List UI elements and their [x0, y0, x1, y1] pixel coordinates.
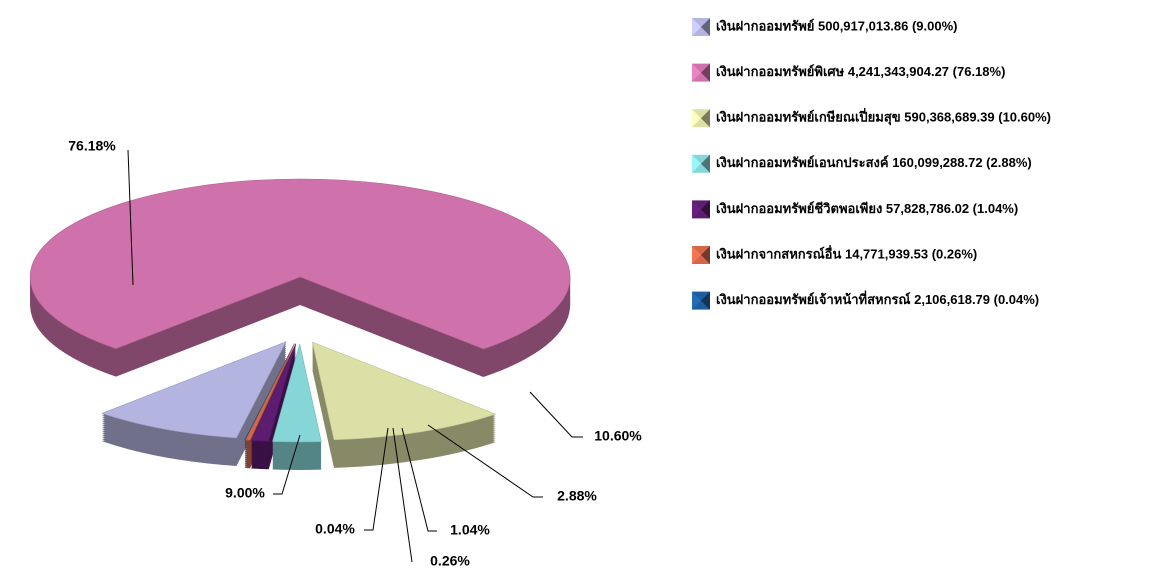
legend-swatch-shade — [701, 200, 710, 219]
slice — [245, 343, 295, 441]
legend-swatch-shade — [701, 63, 710, 82]
slice — [311, 341, 497, 441]
data-label: 76.18% — [68, 138, 116, 154]
legend-swatch-shade — [701, 246, 710, 264]
legend-item: เงินฝากออมทรัพย์พิเศษ 4,241,343,904.27 (… — [692, 63, 1005, 82]
leader-line — [401, 427, 437, 532]
legend-swatch-shade — [701, 154, 710, 173]
data-label: 1.04% — [450, 522, 490, 538]
legend-swatch-shade — [692, 200, 701, 219]
leader-line — [529, 391, 583, 438]
slice-group — [29, 178, 571, 377]
legend-swatch-shade — [701, 18, 710, 36]
slice — [272, 343, 322, 443]
legend-swatch-shade — [692, 246, 701, 264]
slice-group — [101, 341, 287, 466]
slice-group — [250, 343, 297, 470]
legend-item: เงินฝากออมทรัพย์ 500,917,013.86 (9.00%) — [692, 18, 958, 36]
leader-line — [364, 427, 389, 531]
data-label: 10.60% — [594, 428, 642, 444]
legend-label: เงินฝากออมทรัพย์เอนกประสงค์ 160,099,288.… — [716, 155, 1032, 170]
data-label: 0.26% — [430, 553, 470, 569]
legend-swatch-shade — [701, 109, 710, 128]
legend-swatch-shade — [692, 109, 701, 128]
legend-swatch-shade — [692, 63, 701, 82]
legend-label: เงินฝากออมทรัพย์ชีวิตพอเพียง 57,828,786.… — [716, 201, 1018, 216]
legend-label: เงินฝากออมทรัพย์พิเศษ 4,241,343,904.27 (… — [716, 64, 1005, 79]
legend-label: เงินฝากออมทรัพย์เกษียณเปี่ยมสุข 590,368,… — [716, 108, 1051, 126]
leader-line — [392, 427, 413, 563]
slice-group — [272, 343, 322, 470]
legend-swatch-shade — [692, 291, 701, 310]
legend-item: เงินฝากออมทรัพย์ชีวิตพอเพียง 57,828,786.… — [692, 200, 1018, 219]
data-label: 0.04% — [315, 521, 355, 537]
data-label: 2.88% — [557, 488, 597, 504]
leader-line — [273, 434, 301, 495]
slice — [250, 343, 297, 442]
data-label: 9.00% — [225, 485, 265, 501]
leader-line — [427, 424, 543, 498]
leader-line — [127, 149, 134, 286]
legend-swatch-shade — [692, 18, 701, 36]
legend-item: เงินฝากออมทรัพย์เกษียณเปี่ยมสุข 590,368,… — [692, 108, 1051, 128]
legend-label: เงินฝากจากสหกรณ์อื่น 14,771,939.53 (0.26… — [716, 244, 977, 261]
legend-item: เงินฝากออมทรัพย์เอนกประสงค์ 160,099,288.… — [692, 154, 1032, 173]
legend-swatch-shade — [701, 291, 710, 310]
legend-swatch-shade — [692, 154, 701, 173]
slice-group — [311, 341, 497, 468]
slice — [101, 341, 287, 439]
legend-label: เงินฝากออมทรัพย์เจ้าหน้าที่สหกรณ์ 2,106,… — [716, 290, 1039, 307]
legend-item: เงินฝากออมทรัพย์เจ้าหน้าที่สหกรณ์ 2,106,… — [692, 290, 1039, 310]
legend-item: เงินฝากจากสหกรณ์อื่น 14,771,939.53 (0.26… — [692, 244, 977, 264]
slice — [29, 178, 571, 350]
legend-label: เงินฝากออมทรัพย์ 500,917,013.86 (9.00%) — [716, 18, 958, 33]
